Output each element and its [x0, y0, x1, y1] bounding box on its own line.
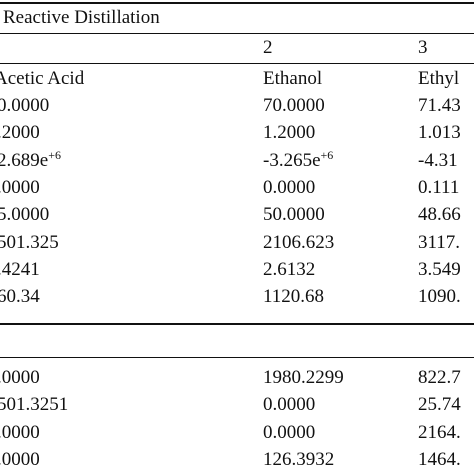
- column-header: Acetic Acid: [0, 68, 85, 89]
- cell: 126.3932: [263, 448, 335, 470]
- cell: -3.265e+6: [263, 147, 334, 172]
- cell: .2000: [0, 122, 40, 144]
- cell-text: 2.689e: [0, 149, 49, 171]
- cell: .0000: [0, 448, 40, 470]
- cell: 1.013: [418, 122, 461, 144]
- cell-text: -3.265e: [263, 149, 321, 171]
- cell: -4.31: [418, 149, 458, 171]
- cell: 3.549: [418, 258, 461, 280]
- cell: 60.34: [0, 286, 40, 308]
- cell: 2106.623: [263, 231, 335, 253]
- column-header: Ethanol: [263, 68, 323, 89]
- cell: .4241: [0, 258, 40, 280]
- cell-exponent: +6: [320, 147, 334, 162]
- cell: 1090.: [418, 286, 461, 308]
- cell: .0000: [0, 176, 40, 198]
- cell: 5.0000: [0, 204, 50, 226]
- cell: 71.43: [418, 95, 461, 116]
- rule: [0, 2, 474, 4]
- cell: 70.0000: [263, 95, 325, 116]
- cell: 25.74: [418, 394, 461, 416]
- cell: 2164.: [418, 421, 461, 443]
- cell: 822.7: [418, 367, 461, 388]
- cell: 0.0000: [263, 421, 316, 443]
- cell: .0000: [0, 421, 40, 443]
- cell: 48.66: [418, 204, 461, 226]
- rule: [0, 323, 474, 325]
- cell: 0.0000: [263, 394, 316, 416]
- rule: [0, 357, 474, 358]
- rule: [0, 63, 474, 64]
- cell: 501.3251: [0, 394, 69, 416]
- cell: 1464.: [418, 448, 461, 470]
- cell: 501.325: [0, 231, 59, 253]
- cell: 0.0000: [263, 176, 316, 198]
- cell: 2.689e+6: [0, 147, 61, 172]
- cell: .0000: [0, 367, 40, 388]
- column-number: 2: [263, 37, 273, 58]
- cell: 0.0000: [0, 95, 50, 116]
- cell: 50.0000: [263, 204, 325, 226]
- table-title: Reactive Distillation: [3, 7, 160, 28]
- cell: 1120.68: [263, 286, 325, 308]
- cell-exponent: +6: [48, 147, 61, 162]
- cell: 1980.2299: [263, 367, 344, 388]
- cell: 3117.: [418, 231, 461, 253]
- column-header: Ethyl: [418, 68, 460, 89]
- column-number: 3: [418, 37, 428, 58]
- cell: 2.6132: [263, 258, 316, 280]
- rule: [0, 33, 474, 34]
- cell: 1.2000: [263, 122, 316, 144]
- cell: 0.111: [418, 176, 460, 198]
